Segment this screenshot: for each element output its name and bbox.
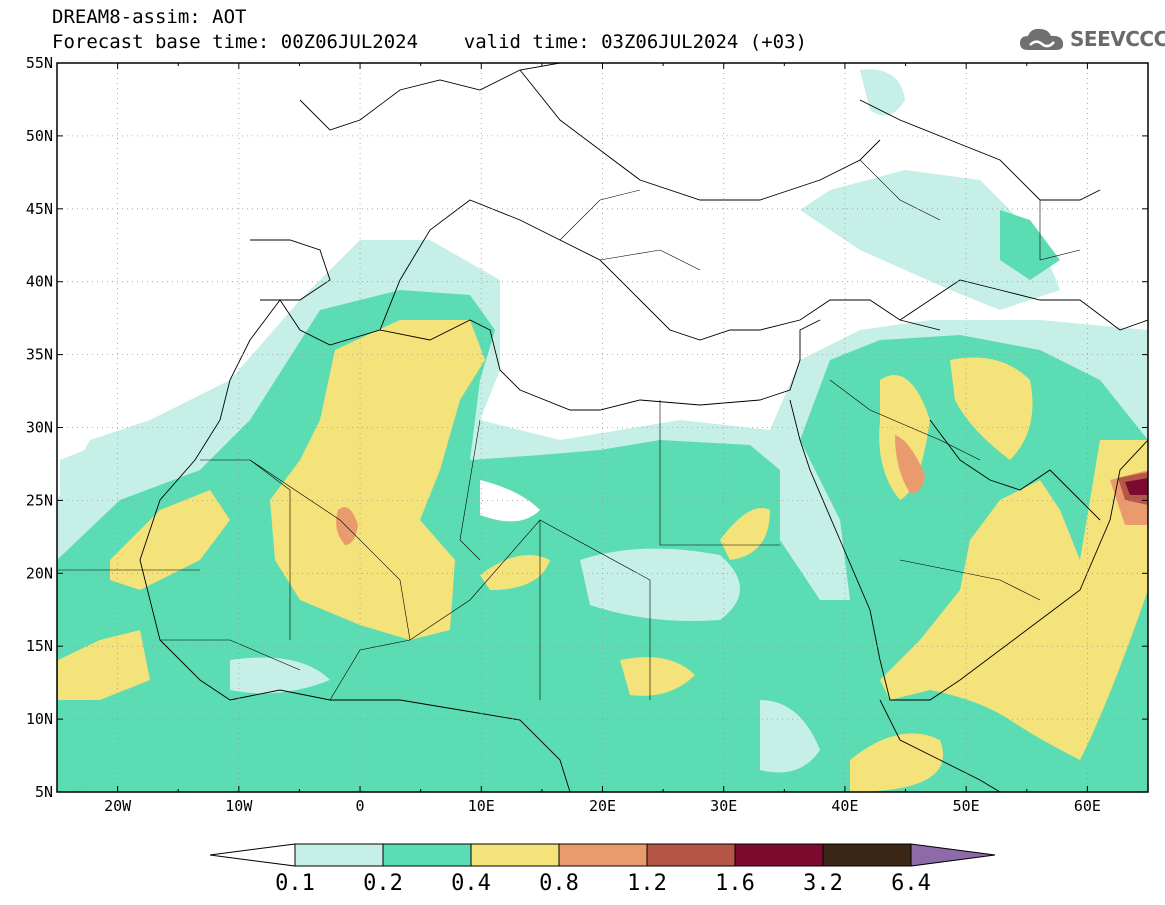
aot-field	[57, 63, 1148, 792]
colorbar-swatch	[470, 843, 560, 867]
lat-label: 25N	[26, 491, 53, 509]
colorbar-label: 1.2	[627, 871, 667, 896]
lat-label: 15N	[26, 637, 53, 655]
colorbar-label: 0.2	[363, 871, 403, 896]
lat-label: 40N	[26, 273, 53, 291]
longitude-labels: 20W 10W 0 10E 20E 30E 40E 50E 60E	[104, 797, 1101, 815]
axis-ticks	[56, 62, 1149, 793]
lat-label: 10N	[26, 710, 53, 728]
lat-label: 45N	[26, 200, 53, 218]
lon-label: 10W	[225, 797, 253, 815]
lat-label: 55N	[26, 54, 53, 72]
lat-label: 35N	[26, 346, 53, 364]
colorbar-swatch	[382, 843, 472, 867]
lat-label: 5N	[35, 783, 53, 801]
graticule	[57, 63, 1148, 792]
colorbar-label: 6.4	[891, 871, 931, 896]
colorbar-over-arrow	[910, 843, 996, 867]
lon-label: 20E	[589, 797, 616, 815]
colorbar-swatch	[294, 843, 384, 867]
colorbar-label: 1.6	[715, 871, 755, 896]
cloud-icon	[1020, 28, 1064, 50]
colorbar-label: 0.4	[451, 871, 491, 896]
colorbar-label: 0.1	[275, 871, 315, 896]
lon-label: 60E	[1074, 797, 1101, 815]
lon-label: 20W	[104, 797, 132, 815]
lat-label: 30N	[26, 419, 53, 437]
colorbar-swatch	[558, 843, 648, 867]
colorbar-under-arrow	[209, 843, 296, 867]
aot-level-1-6	[1125, 478, 1148, 495]
title-line-2: Forecast base time: 00Z06JUL2024 valid t…	[52, 31, 807, 53]
lon-label: 10E	[468, 797, 495, 815]
aot-level-0-4	[58, 320, 1148, 792]
lon-label: 40E	[831, 797, 858, 815]
logo-text: SEEVCCC	[1070, 27, 1165, 51]
colorbar-swatch	[822, 843, 912, 867]
lat-label: 20N	[26, 564, 53, 582]
colorbar: 0.1 0.2 0.4 0.8 1.2 1.6 3.2 6.4	[209, 843, 996, 896]
lon-label: 30E	[710, 797, 737, 815]
lon-label: 0	[356, 797, 365, 815]
colorbar-label: 0.8	[539, 871, 579, 896]
lon-label: 50E	[953, 797, 980, 815]
colorbar-swatch	[646, 843, 736, 867]
coastlines	[139, 63, 1148, 792]
seevccc-logo: SEEVCCC	[1018, 22, 1165, 56]
country-borders	[57, 159, 1081, 701]
aot-low-areas	[57, 480, 820, 792]
latitude-labels: 55N 50N 45N 40N 35N 30N 25N 20N 15N 10N 5N	[26, 54, 53, 801]
colorbar-label: 3.2	[803, 871, 843, 896]
title-line-1: DREAM8-assim: AOT	[52, 6, 247, 28]
lat-label: 50N	[26, 127, 53, 145]
colorbar-swatch	[734, 843, 824, 867]
